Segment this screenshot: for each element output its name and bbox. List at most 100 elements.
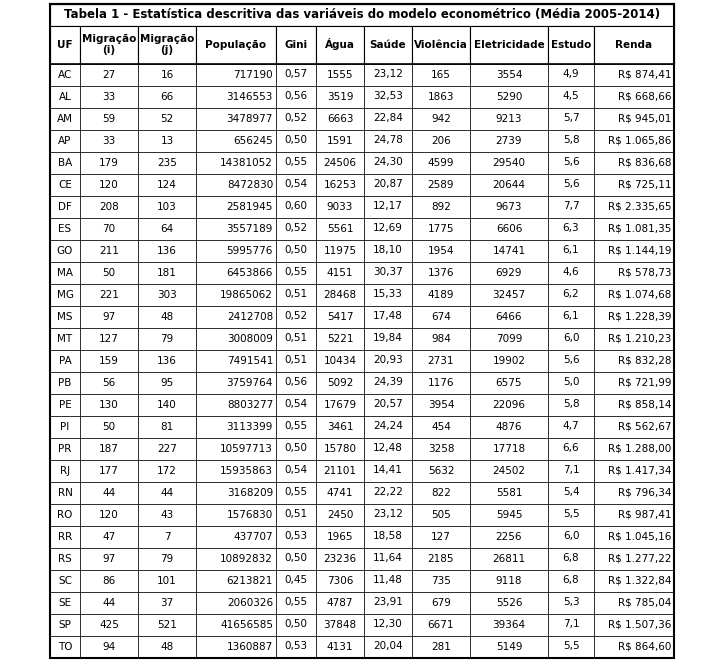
Text: 9673: 9673 xyxy=(496,202,522,212)
Text: 86: 86 xyxy=(102,576,116,586)
Bar xyxy=(276,635,316,658)
Text: 5149: 5149 xyxy=(496,641,522,652)
Text: 18,10: 18,10 xyxy=(373,245,403,256)
Text: 159: 159 xyxy=(99,356,119,366)
Text: BA: BA xyxy=(58,157,72,167)
Text: 6575: 6575 xyxy=(496,377,522,387)
Text: RN: RN xyxy=(58,488,72,498)
Bar xyxy=(412,635,470,658)
Bar xyxy=(138,547,196,570)
Bar xyxy=(470,547,548,570)
Text: 6453866: 6453866 xyxy=(227,268,273,278)
Bar xyxy=(276,217,316,239)
Bar xyxy=(470,393,548,416)
Bar xyxy=(196,262,276,284)
Text: 0,51: 0,51 xyxy=(285,510,308,520)
Text: 136: 136 xyxy=(157,245,177,256)
Text: 5,5: 5,5 xyxy=(563,510,579,520)
Bar xyxy=(470,108,548,130)
Text: 4741: 4741 xyxy=(327,488,353,498)
Text: 9213: 9213 xyxy=(496,114,522,124)
Bar xyxy=(470,504,548,525)
Bar xyxy=(470,327,548,350)
Bar xyxy=(80,613,138,635)
Bar xyxy=(548,239,594,262)
Text: 0,55: 0,55 xyxy=(285,488,308,498)
Text: 0,56: 0,56 xyxy=(285,377,308,387)
Bar xyxy=(594,173,674,196)
Bar xyxy=(138,570,196,592)
Text: 120: 120 xyxy=(99,510,119,520)
Text: 0,55: 0,55 xyxy=(285,268,308,278)
Text: 33: 33 xyxy=(102,91,116,102)
Text: R$ 1.065,86: R$ 1.065,86 xyxy=(607,136,671,145)
Text: 64: 64 xyxy=(161,223,174,233)
Text: 5561: 5561 xyxy=(327,223,353,233)
Bar xyxy=(80,525,138,547)
Bar xyxy=(80,371,138,393)
Text: 101: 101 xyxy=(157,576,177,586)
Text: 6,2: 6,2 xyxy=(563,290,579,299)
Text: 19902: 19902 xyxy=(492,356,526,366)
Text: 177: 177 xyxy=(99,465,119,475)
Text: 27: 27 xyxy=(102,69,116,79)
Text: 59: 59 xyxy=(102,114,116,124)
Bar xyxy=(276,438,316,459)
Text: AL: AL xyxy=(59,91,72,102)
Text: 3519: 3519 xyxy=(327,91,353,102)
Text: 8803277: 8803277 xyxy=(227,399,273,410)
Bar xyxy=(196,151,276,173)
Text: 674: 674 xyxy=(431,311,451,321)
Bar xyxy=(80,63,138,85)
Bar xyxy=(196,371,276,393)
Bar xyxy=(276,262,316,284)
Text: 4,9: 4,9 xyxy=(563,69,579,79)
Text: 41656585: 41656585 xyxy=(220,619,273,629)
Text: GO: GO xyxy=(56,245,73,256)
Bar xyxy=(276,613,316,635)
Text: 1591: 1591 xyxy=(327,136,353,145)
Bar xyxy=(548,262,594,284)
Bar xyxy=(196,26,276,63)
Bar xyxy=(50,613,80,635)
Text: 14,41: 14,41 xyxy=(373,465,403,475)
Text: 1555: 1555 xyxy=(327,69,353,79)
Text: 70: 70 xyxy=(102,223,116,233)
Text: 3557189: 3557189 xyxy=(227,223,273,233)
Text: PR: PR xyxy=(59,444,72,453)
Bar xyxy=(196,504,276,525)
Bar xyxy=(364,438,412,459)
Bar xyxy=(50,217,80,239)
Text: 136: 136 xyxy=(157,356,177,366)
Text: 20,87: 20,87 xyxy=(373,180,403,190)
Bar xyxy=(470,416,548,438)
Bar xyxy=(594,262,674,284)
Text: 9033: 9033 xyxy=(327,202,353,212)
Text: 52: 52 xyxy=(161,114,174,124)
Bar xyxy=(364,350,412,371)
Text: 1576830: 1576830 xyxy=(227,510,273,520)
Text: R$ 796,34: R$ 796,34 xyxy=(618,488,671,498)
Text: 454: 454 xyxy=(431,422,451,432)
Text: 3759764: 3759764 xyxy=(227,377,273,387)
Text: 37: 37 xyxy=(161,598,174,607)
Bar xyxy=(196,239,276,262)
Text: 0,52: 0,52 xyxy=(285,114,308,124)
Bar xyxy=(470,459,548,481)
Bar xyxy=(138,284,196,305)
Bar xyxy=(80,305,138,327)
Bar xyxy=(50,305,80,327)
Text: 0,50: 0,50 xyxy=(285,619,308,629)
Text: 181: 181 xyxy=(157,268,177,278)
Text: 2256: 2256 xyxy=(496,531,522,541)
Text: 2060326: 2060326 xyxy=(227,598,273,607)
Bar xyxy=(548,481,594,504)
Text: 44: 44 xyxy=(161,488,174,498)
Text: 984: 984 xyxy=(431,334,451,344)
Bar xyxy=(470,305,548,327)
Bar xyxy=(412,196,470,217)
Text: 20,93: 20,93 xyxy=(373,356,403,366)
Text: 11,64: 11,64 xyxy=(373,553,403,563)
Bar xyxy=(316,85,364,108)
Bar xyxy=(470,173,548,196)
